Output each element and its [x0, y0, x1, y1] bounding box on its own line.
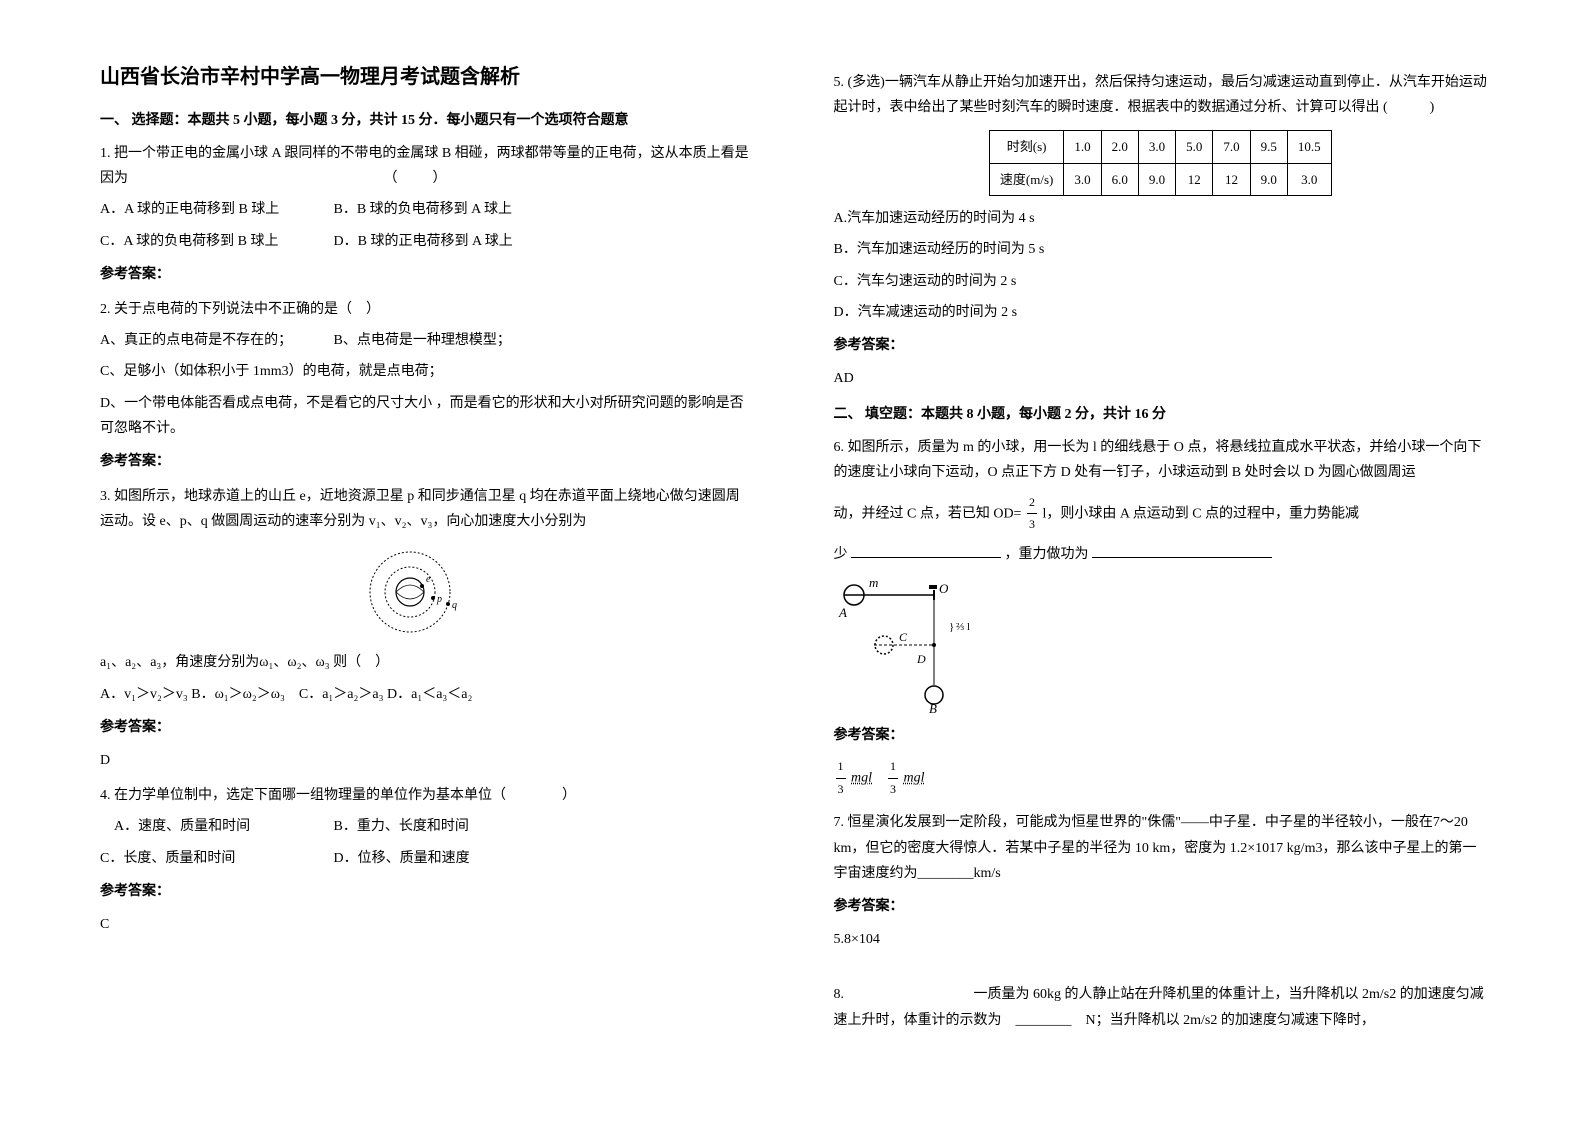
svg-text:B: B: [929, 701, 937, 715]
q6-text3: l，则小球由 A 点运动到 C 点的过程中，重力势能减: [1042, 506, 1359, 521]
q5-answer: AD: [834, 366, 1488, 391]
svg-text:e: e: [426, 574, 431, 585]
q5-optB: B．汽车加速运动经历的时间为 5 s: [834, 237, 1488, 262]
q4-optD: D．位移、质量和速度: [334, 846, 564, 871]
question-1: 1. 把一个带正电的金属小球 A 跟同样的不带电的金属球 B 相碰，两球都带等量…: [100, 141, 754, 287]
table-cell: 12: [1213, 163, 1250, 195]
question-5: 5. (多选)一辆汽车从静止开始匀加速开出，然后保持匀速运动，最后匀减速运动直到…: [834, 70, 1488, 391]
left-column: 山西省长治市辛村中学高一物理月考试题含解析 一、 选择题：本题共 5 小题，每小…: [0, 0, 794, 1122]
table-cell: 速度(m/s): [989, 163, 1063, 195]
q4-answer: C: [100, 912, 754, 937]
q6-diagram: O A m C D B } ⅔ l: [834, 575, 1014, 715]
table-cell: 1.0: [1064, 131, 1101, 163]
table-cell: 3.0: [1287, 163, 1331, 195]
table-cell: 10.5: [1287, 131, 1331, 163]
q4-optC: C．长度、质量和时间: [100, 846, 330, 871]
question-6: 6. 如图所示，质量为 m 的小球，用一长为 l 的细线悬于 O 点，将悬线拉直…: [834, 435, 1488, 800]
q6-answer-label: 参考答案：: [834, 723, 1488, 748]
q5-text: 5. (多选)一辆汽车从静止开始匀加速开出，然后保持匀速运动，最后匀减速运动直到…: [834, 70, 1488, 120]
q4-optA: A．速度、质量和时间: [100, 814, 330, 839]
q1-answer-label: 参考答案：: [100, 262, 754, 287]
q1-text: 1. 把一个带正电的金属小球 A 跟同样的不带电的金属球 B 相碰，两球都带等量…: [100, 141, 754, 191]
q5-optA: A.汽车加速运动经历的时间为 4 s: [834, 206, 1488, 231]
q3-answer-label: 参考答案：: [100, 715, 754, 740]
table-cell: 时刻(s): [989, 131, 1063, 163]
q5-optC: C．汽车匀速运动的时间为 2 s: [834, 269, 1488, 294]
right-column: 5. (多选)一辆汽车从静止开始匀加速开出，然后保持匀速运动，最后匀减速运动直到…: [794, 0, 1587, 1122]
table-cell: 3.0: [1064, 163, 1101, 195]
svg-text:}: }: [949, 621, 954, 633]
q2-text: 2. 关于点电荷的下列说法中不正确的是（ ）: [100, 297, 754, 322]
table-cell: 12: [1176, 163, 1213, 195]
q6-text2: 动，并经过 C 点，若已知 OD=: [834, 506, 1025, 521]
svg-text:D: D: [916, 652, 926, 666]
fraction-2-3: 23: [1027, 492, 1037, 536]
table-cell: 6.0: [1101, 163, 1138, 195]
table-cell: 7.0: [1213, 131, 1250, 163]
q2-optB: B、点电荷是一种理想模型；: [334, 328, 564, 353]
q3-options: A．v₁＞v₂＞v₃ B．ω₁＞ω₂＞ω₃ C．a₁＞a₂＞a₃ D．a₁＜a₃…: [100, 682, 754, 707]
table-cell: 9.0: [1138, 163, 1175, 195]
q1-optA: A．A 球的正电荷移到 B 球上: [100, 197, 330, 222]
svg-text:⅔ l: ⅔ l: [956, 621, 970, 633]
q3-diagram: e p q: [360, 542, 480, 642]
question-8: 8. 一质量为 60kg 的人静止站在升降机里的体重计上，当升降机以 2m/s2…: [834, 982, 1488, 1032]
q2-optD: D、一个带电体能否看成点电荷，不是看它的尺寸大小 ，而是看它的形状和大小对所研究…: [100, 391, 754, 441]
q2-optA: A、真正的点电荷是不存在的；: [100, 328, 330, 353]
table-cell: 9.0: [1250, 163, 1287, 195]
q4-answer-label: 参考答案：: [100, 879, 754, 904]
svg-text:p: p: [436, 594, 442, 605]
table-data-row: 速度(m/s) 3.0 6.0 9.0 12 12 9.0 3.0: [989, 163, 1331, 195]
q5-table: 时刻(s) 1.0 2.0 3.0 5.0 7.0 9.5 10.5 速度(m/…: [989, 130, 1332, 196]
section2-title: 二、 填空题：本题共 8 小题，每小题 2 分，共计 16 分: [834, 403, 1488, 423]
q5-answer-label: 参考答案：: [834, 333, 1488, 358]
table-cell: 9.5: [1250, 131, 1287, 163]
q1-optC: C．A 球的负电荷移到 B 球上: [100, 229, 330, 254]
q4-optB: B．重力、长度和时间: [334, 814, 564, 839]
svg-text:O: O: [939, 581, 949, 596]
q1-optB: B．B 球的负电荷移到 A 球上: [334, 197, 564, 222]
q3-text: 3. 如图所示，地球赤道上的山丘 e，近地资源卫星 p 和同步通信卫星 q 均在…: [100, 484, 754, 534]
q6-blank2-label: ，重力做功为: [1005, 547, 1089, 562]
table-cell: 5.0: [1176, 131, 1213, 163]
question-2: 2. 关于点电荷的下列说法中不正确的是（ ） A、真正的点电荷是不存在的； B、…: [100, 297, 754, 474]
q6-blank1-label: 少: [834, 547, 848, 562]
svg-text:q: q: [452, 600, 457, 611]
svg-text:m: m: [869, 575, 878, 590]
q1-optD: D．B 球的正电荷移到 A 球上: [334, 229, 564, 254]
q7-answer: 5.8×104: [834, 927, 1488, 952]
q5-optD: D．汽车减速运动的时间为 2 s: [834, 300, 1488, 325]
q6-answer: 13 mgl 13 mgl: [834, 756, 1488, 800]
question-7: 7. 恒星演化发展到一定阶段，可能成为恒星世界的"侏儒"——中子星．中子星的半径…: [834, 810, 1488, 952]
q2-optC: C、足够小（如体积小于 1mm3）的电荷，就是点电荷；: [100, 359, 754, 384]
q2-answer-label: 参考答案：: [100, 449, 754, 474]
question-4: 4. 在力学单位制中，选定下面哪一组物理量的单位作为基本单位（ ） A．速度、质…: [100, 783, 754, 937]
q3-text2: a₁、a₂、a₃，角速度分别为ω₁、ω₂、ω₃ 则（ ）: [100, 650, 754, 675]
q3-answer: D: [100, 748, 754, 773]
q8-text: 8. 一质量为 60kg 的人静止站在升降机里的体重计上，当升降机以 2m/s2…: [834, 982, 1488, 1032]
blank-input[interactable]: [1092, 544, 1272, 558]
svg-text:A: A: [838, 605, 847, 620]
q6-text1: 6. 如图所示，质量为 m 的小球，用一长为 l 的细线悬于 O 点，将悬线拉直…: [834, 435, 1488, 485]
table-header-row: 时刻(s) 1.0 2.0 3.0 5.0 7.0 9.5 10.5: [989, 131, 1331, 163]
q7-text: 7. 恒星演化发展到一定阶段，可能成为恒星世界的"侏儒"——中子星．中子星的半径…: [834, 810, 1488, 886]
document-title: 山西省长治市辛村中学高一物理月考试题含解析: [100, 60, 754, 89]
question-3: 3. 如图所示，地球赤道上的山丘 e，近地资源卫星 p 和同步通信卫星 q 均在…: [100, 484, 754, 773]
q4-text: 4. 在力学单位制中，选定下面哪一组物理量的单位作为基本单位（ ）: [100, 783, 754, 808]
q7-answer-label: 参考答案：: [834, 894, 1488, 919]
table-cell: 3.0: [1138, 131, 1175, 163]
blank-input[interactable]: [851, 544, 1001, 558]
section1-title: 一、 选择题：本题共 5 小题，每小题 3 分，共计 15 分．每小题只有一个选…: [100, 109, 754, 129]
table-cell: 2.0: [1101, 131, 1138, 163]
svg-text:C: C: [899, 630, 908, 644]
